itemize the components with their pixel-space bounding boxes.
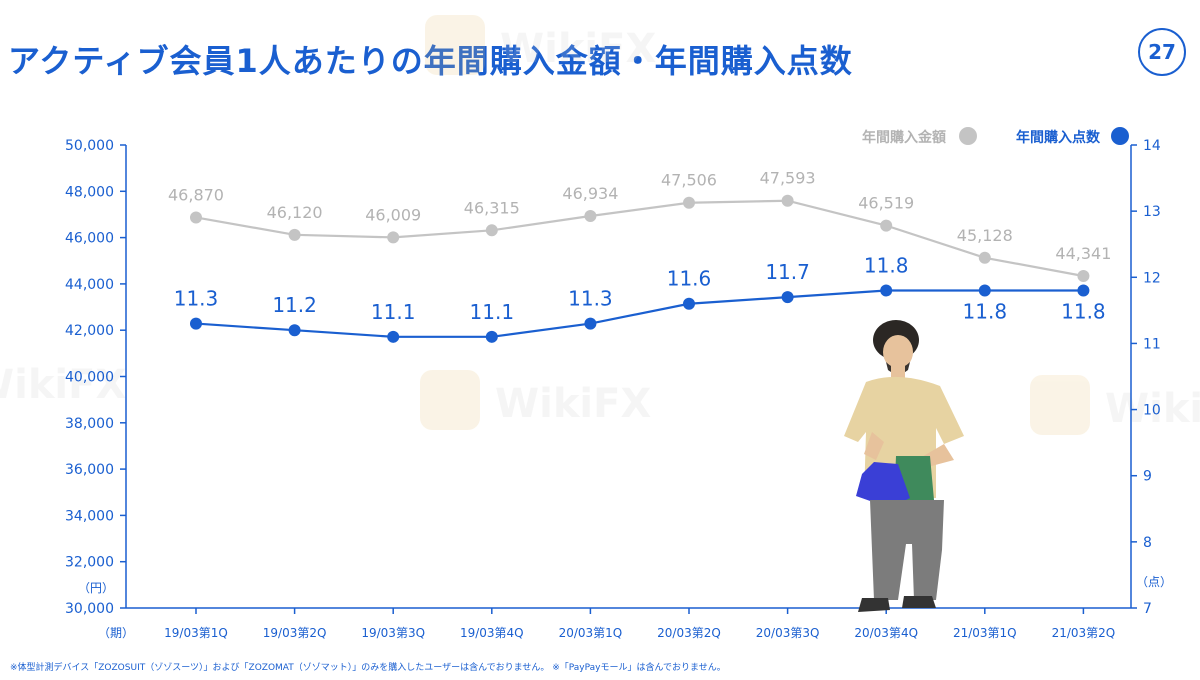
x-axis-tick-label: 20/03第4Q: [854, 626, 918, 640]
legend-marker-count: [1111, 127, 1129, 145]
series-amount-point: [978, 251, 991, 264]
series-count-point: [485, 330, 498, 343]
right-axis-unit: （点）: [1136, 575, 1172, 589]
series-count-point: [387, 330, 400, 343]
right-axis-tick-label: 7: [1143, 601, 1152, 617]
left-axis-unit: （円）: [78, 581, 114, 595]
series-amount-data-label: 45,128: [957, 226, 1013, 245]
series-count-data-label: 11.8: [1061, 300, 1106, 324]
series-count-point: [288, 324, 301, 337]
series-amount-data-label: 46,315: [464, 198, 520, 217]
x-axis-tick-label: 21/03第1Q: [953, 626, 1017, 640]
series-count-data-label: 11.6: [667, 267, 712, 291]
series-count-point: [880, 284, 893, 297]
left-axis-ticks: 30,000 32,000 34,000 36,000 38,000 40,000 42,0…: [65, 138, 126, 617]
left-axis-tick-label: 40,000: [65, 370, 114, 386]
left-axis-tick-label: 38,000: [65, 416, 114, 432]
series-count-data-label: 11.3: [568, 287, 613, 311]
right-axis-tick-label: 8: [1143, 535, 1152, 551]
x-axis-tick-label: 21/03第2Q: [1052, 626, 1116, 640]
series-count-point: [781, 291, 794, 304]
watermark-logo-left: WikiFX: [0, 362, 126, 408]
x-axis-tick-label: 20/03第3Q: [756, 626, 820, 640]
series-amount-data-label: 46,934: [562, 184, 618, 203]
series-amount-data-label: 46,519: [858, 194, 914, 213]
series-amount-data-label: 44,341: [1055, 244, 1111, 263]
watermark-logo-top: WikiFX: [425, 15, 656, 75]
right-axis-tick-label: 13: [1143, 204, 1161, 220]
right-axis-tick-label: 14: [1143, 138, 1161, 154]
page-title: アクティブ会員1人あたりの年間購入金額・年間購入点数: [8, 36, 853, 82]
x-axis-tick-label: 19/03第4Q: [460, 626, 524, 640]
series-amount-point: [485, 224, 498, 237]
right-axis-tick-label: 11: [1143, 336, 1161, 352]
x-axis-tick-label: 19/03第2Q: [263, 626, 327, 640]
left-axis-tick-label: 42,000: [65, 323, 114, 339]
series-amount-data-label: 47,593: [760, 169, 816, 188]
series-count-data-label: 11.1: [371, 300, 416, 324]
legend-label-count: 年間購入点数: [1016, 129, 1101, 146]
watermark-logo-right: WikiFX: [1030, 375, 1200, 435]
page-number: 27: [1148, 40, 1176, 64]
series-count-line: [195, 289, 1084, 338]
right-axis-tick-label: 12: [1143, 270, 1161, 286]
left-axis-tick-label: 44,000: [65, 277, 114, 293]
x-axis-tick-label: 20/03第2Q: [657, 626, 721, 640]
left-axis-tick-label: 34,000: [65, 508, 114, 524]
series-count-point: [584, 317, 597, 330]
series-amount-point: [288, 228, 301, 241]
left-axis-tick-label: 32,000: [65, 555, 114, 571]
series-amount-point: [1077, 270, 1090, 283]
x-axis-tick-label: 20/03第1Q: [559, 626, 623, 640]
watermark-text-top: WikiFX: [500, 26, 656, 72]
series-amount-point: [781, 194, 794, 207]
series-count-data-label: 11.3: [174, 287, 219, 311]
series-amount-point: [190, 211, 202, 224]
legend: 年間購入金額 年間購入点数: [862, 127, 1129, 146]
series-count-data-label: 11.1: [470, 300, 515, 324]
series-amount-data-label: 46,120: [267, 203, 323, 222]
legend-marker-amount: [959, 127, 977, 145]
watermark-logo-middle: WikiFX: [420, 370, 651, 430]
right-axis-tick-label: 9: [1143, 469, 1152, 485]
x-axis-unit: （期）: [98, 626, 134, 640]
right-axis-tick-label: 10: [1143, 403, 1161, 419]
series-amount-line: [195, 199, 1084, 278]
left-axis-tick-label: 30,000: [65, 601, 114, 617]
left-axis-tick-label: 46,000: [65, 231, 114, 247]
watermark-group: WikiFX WikiFX WikiFX WikiFX: [0, 15, 1200, 435]
series-count-point: [978, 284, 991, 297]
legend-label-amount: 年間購入金額: [862, 129, 946, 146]
series-amount: 46,870 46,120 46,009 46,315 46,934 47,506 47,5…: [168, 169, 1111, 283]
x-axis-tick-label: 19/03第3Q: [361, 626, 425, 640]
person-with-bags-illustration: [844, 320, 964, 612]
series-amount-data-label: 46,870: [168, 185, 224, 204]
footnote: ※体型計測デバイス「ZOZOSUIT（ゾゾスーツ）」および「ZOZOMAT（ゾゾ…: [10, 663, 726, 673]
watermark-text-middle: WikiFX: [495, 381, 651, 427]
left-axis-tick-label: 50,000: [65, 138, 114, 154]
series-amount-point: [387, 231, 400, 244]
watermark-text-right: WikiFX: [1105, 386, 1200, 432]
series-amount-point: [683, 196, 695, 209]
watermark-text-left: WikiFX: [0, 362, 126, 408]
series-count: 11.3 11.2 11.1 11.1 11.3 11.6 11.7 11.8 11.8 11.8: [174, 254, 1106, 343]
x-axis-ticks: 19/03第1Q 19/03第2Q 19/03第3Q 19/03第4Q 20/03第1Q…: [164, 608, 1115, 640]
page-number-badge: 27: [1138, 28, 1186, 76]
series-amount-data-label: 46,009: [365, 205, 421, 224]
series-count-data-label: 11.8: [963, 300, 1008, 324]
series-count-point: [190, 317, 202, 330]
series-amount-point: [880, 219, 893, 232]
series-count-data-label: 11.2: [272, 293, 317, 317]
series-count-data-label: 11.7: [765, 260, 810, 284]
series-amount-point: [584, 209, 597, 222]
series-count-point: [683, 297, 695, 310]
series-count-data-label: 11.8: [864, 254, 909, 278]
series-count-point: [1077, 284, 1090, 297]
series-amount-data-label: 47,506: [661, 171, 717, 190]
left-axis-tick-label: 36,000: [65, 462, 114, 478]
left-axis-tick-label: 48,000: [65, 184, 114, 200]
right-axis-ticks: 7 8 9 10 11 12 13 14: [1131, 138, 1161, 617]
x-axis-tick-label: 19/03第1Q: [164, 626, 228, 640]
